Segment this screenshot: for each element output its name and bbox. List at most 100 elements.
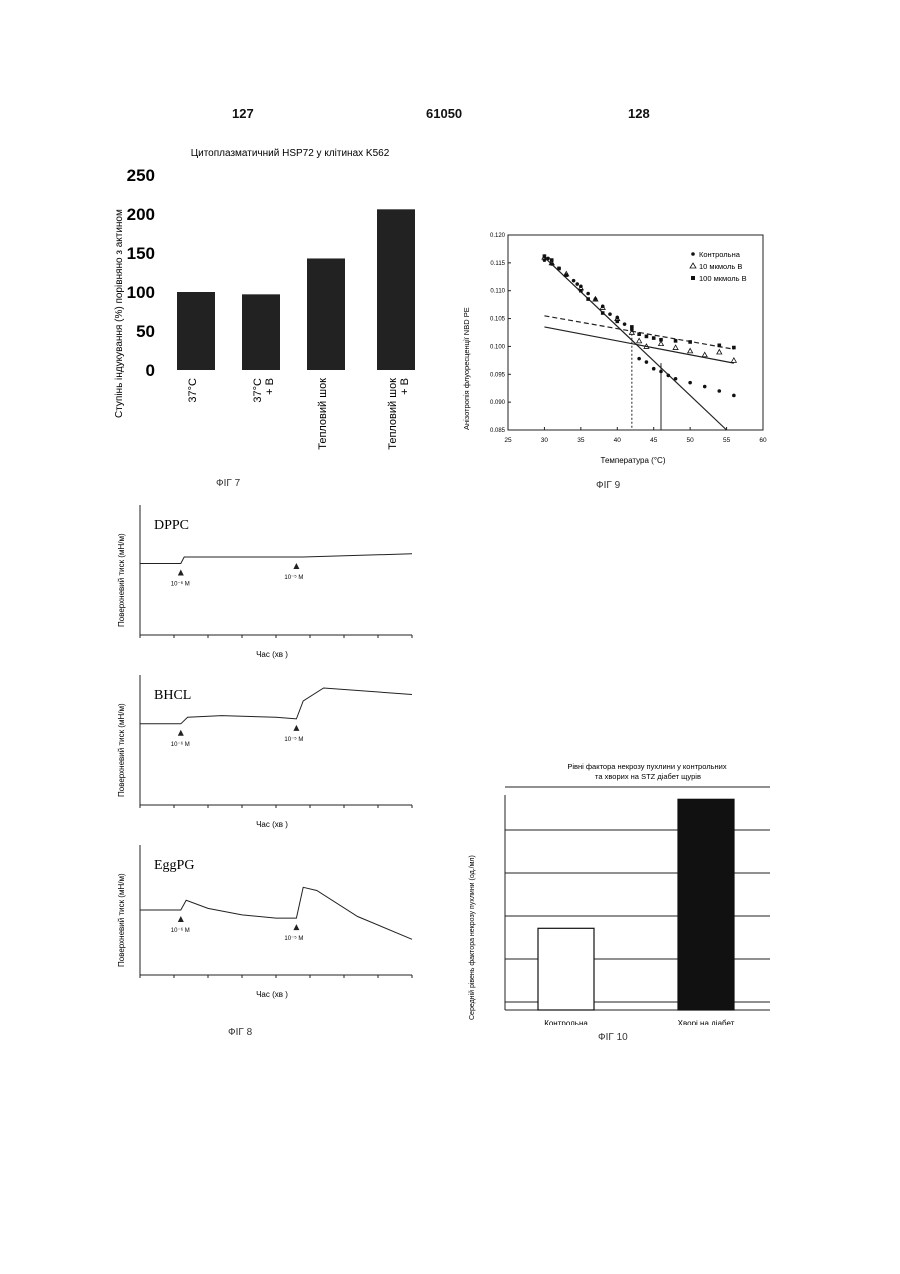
fig8-xlabel: Час (хв ) (256, 990, 288, 999)
fig9-point-100 (586, 297, 590, 301)
fig9-point-10 (688, 348, 693, 353)
fig8-xlabel: Час (хв ) (256, 650, 288, 659)
fig9-point-10 (717, 350, 722, 355)
fig9-legend-label: 100 мкмоль B (699, 274, 747, 283)
fig9-xtick-label: 60 (759, 437, 767, 444)
fig7-ytick-label: 50 (136, 322, 155, 341)
fig9-point-control (666, 374, 670, 378)
fig9-ytick-label: 0.100 (490, 344, 506, 350)
fig8-ylabel: Поверхневий тиск (мН/м) (117, 873, 126, 967)
fig9-point-100 (637, 332, 641, 336)
fig9-point-100 (557, 267, 561, 271)
fig7-bar (242, 294, 280, 370)
fig10-title: Рівні фактора некрозу пухлини у контроль… (567, 762, 728, 781)
fig9-ytick-label: 0.120 (490, 233, 506, 239)
fig9-xtick-label: 50 (687, 437, 695, 444)
fig9-point-control (703, 385, 707, 389)
fig10-bar (538, 928, 594, 1010)
fig9-point-100 (645, 335, 649, 339)
left-page-number: 127 (232, 106, 254, 121)
fig9-caption: ФІГ 9 (596, 480, 620, 491)
fig7-bar (177, 292, 215, 370)
fig8-trace (140, 554, 412, 564)
fig9-point-control (575, 282, 579, 286)
fig9-point-100 (564, 273, 568, 277)
fig8-ylabel: Поверхневий тиск (мН/м) (117, 533, 126, 627)
fig7-ytick-label: 150 (127, 244, 155, 263)
fig7-ytick-label: 200 (127, 205, 155, 224)
fig9-point-control (608, 312, 612, 316)
fig7-xtick-label: 37°C (187, 378, 199, 403)
fig9-xlabel: Температура (°C) (601, 456, 666, 465)
fig9-point-control (652, 367, 656, 371)
fig9-point-100 (630, 325, 634, 329)
fig8-panel: DPPC Поверхневий тиск (мН/м) Час (хв ) 10⁻⁶… (117, 505, 412, 659)
fig8-panel-title: BHCL (154, 688, 191, 703)
fig9-xtick-label: 40 (614, 437, 622, 444)
fig10-bar (678, 799, 734, 1010)
fig9-point-10 (702, 352, 707, 357)
right-page-number: 128 (628, 106, 650, 121)
fig9-chart: Анізотропія флуоресценції NBD PE Темпера… (455, 225, 790, 475)
patent-number: 61050 (426, 106, 462, 121)
fig9-ylabel: Анізотропія флуоресценції NBD PE (462, 307, 471, 430)
fig8-caption: ФІГ 8 (228, 1027, 252, 1038)
fig8-injection-label: 10⁻⁵ M (284, 736, 303, 743)
fig9-point-100 (543, 254, 547, 258)
fig9-point-10 (673, 345, 678, 350)
fig9-point-control (659, 370, 663, 374)
fig9-point-10 (659, 341, 664, 346)
fig7-ytick-label: 100 (127, 283, 155, 302)
fig10-ylabel: Середній рівень фактора некрозу пухлини … (468, 855, 476, 1020)
fig10-xtick-label: Контрольна (544, 1019, 588, 1025)
fig9-ytick-label: 0.095 (490, 372, 506, 378)
fig7-xtick-label: Тепловий шок+ B (387, 378, 411, 450)
fig8-injection-arrow-icon (293, 563, 299, 569)
fig9-legend-label: Контрольна (699, 250, 741, 259)
fig7-chart: Цитоплазматичний HSP72 у клітинах K562 С… (100, 138, 430, 488)
fig9-legend-dot-icon (691, 252, 695, 256)
fig9-point-control (637, 357, 641, 361)
fig9-xtick-label: 55 (723, 437, 731, 444)
fig8-injection-arrow-icon (293, 924, 299, 930)
fig9-point-control (717, 389, 721, 393)
fig9-fit-line (544, 257, 726, 430)
fig9-point-100 (601, 311, 605, 315)
fig9-point-100 (652, 336, 656, 340)
fig9-point-10 (731, 358, 736, 363)
fig9-xtick-label: 35 (577, 437, 585, 444)
fig9-point-control (674, 377, 678, 381)
fig8-injection-label: 10⁻⁶ M (171, 741, 190, 748)
fig9-xtick-label: 25 (504, 437, 512, 444)
fig9-legend-triangle-icon (690, 263, 696, 268)
fig8-ylabel: Поверхневий тиск (мН/м) (117, 703, 126, 797)
fig9-point-control (645, 360, 649, 364)
fig9-point-100 (550, 258, 554, 262)
fig7-bar (307, 258, 345, 370)
fig8-panel: BHCLПоверхневий тиск (мН/м)Час (хв )10⁻⁶… (117, 675, 412, 829)
fig8-injection-arrow-icon (178, 916, 184, 922)
fig8-panel: EggPGПоверхневий тиск (мН/м)Час (хв )10⁻… (117, 845, 412, 999)
fig9-legend-square-icon (691, 276, 695, 280)
fig8-panel-title: DPPC (154, 518, 189, 533)
fig9-ytick-label: 0.090 (490, 400, 506, 406)
fig9-point-100 (659, 338, 663, 342)
fig9-ytick-label: 0.115 (490, 261, 505, 267)
fig10-xtick-label: Хворі на діабет (678, 1019, 735, 1025)
fig9-point-100 (717, 344, 721, 348)
fig9-point-control (623, 322, 627, 326)
fig7-caption: ФІГ 7 (216, 478, 240, 489)
fig10-caption: ФІГ 10 (598, 1032, 628, 1043)
fig8-chart: DPPC Поверхневий тиск (мН/м) Час (хв ) 10⁻⁶… (108, 500, 428, 1020)
fig8-injection-label: 10⁻⁵ M (284, 935, 303, 942)
fig9-point-100 (579, 289, 583, 293)
fig9-point-100 (732, 346, 736, 350)
fig10-chart: Рівні фактора некрозу пухлини у контроль… (460, 755, 790, 1025)
fig9-ytick-label: 0.105 (490, 317, 506, 323)
fig7-title: Цитоплазматичний HSP72 у клітинах K562 (191, 148, 390, 159)
fig9-point-control (572, 279, 576, 283)
fig9-point-100 (674, 339, 678, 343)
fig9-legend-label: 10 мкмоль B (699, 262, 742, 271)
fig8-injection-label: 10⁻⁶ M (171, 927, 190, 934)
fig8-injection-label: 10⁻⁶ M (171, 581, 190, 588)
